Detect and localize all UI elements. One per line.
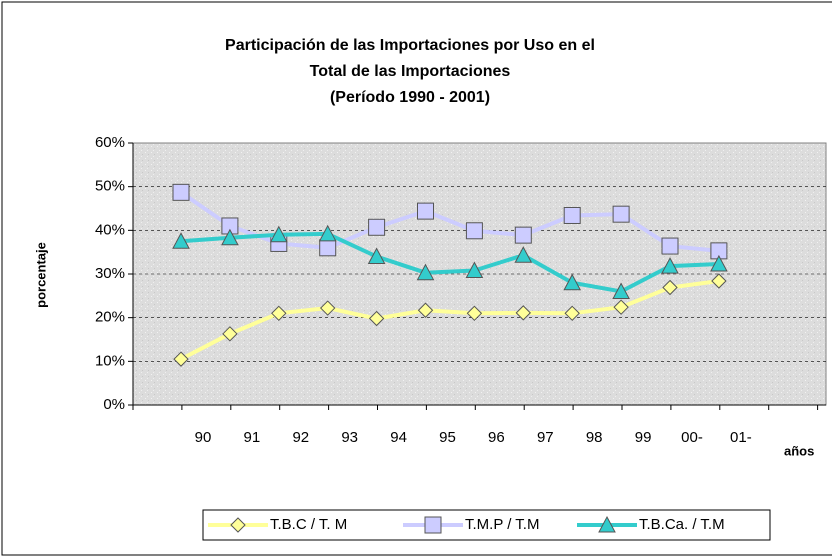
legend-box xyxy=(202,509,771,541)
chart-title: (Período 1990 - 2001) xyxy=(330,89,490,106)
data-point xyxy=(465,261,484,279)
series-line xyxy=(180,231,719,294)
x-tick-label: 92 xyxy=(292,429,309,446)
y-tick-label: 20% xyxy=(95,309,125,326)
x-tick-label: 94 xyxy=(390,429,407,446)
data-point xyxy=(612,205,630,223)
data-point xyxy=(563,273,582,291)
data-point xyxy=(711,273,727,289)
chart-title: Total de las Importaciones xyxy=(310,63,511,80)
data-point xyxy=(368,310,385,327)
data-point xyxy=(173,351,189,367)
data-point xyxy=(465,222,483,240)
data-point xyxy=(367,247,386,265)
y-tick-label: 10% xyxy=(95,352,125,369)
data-point xyxy=(661,257,679,274)
x-axis-title: años xyxy=(784,443,814,458)
x-tick-label: 96 xyxy=(488,429,505,446)
data-point xyxy=(319,239,337,257)
legend-marker xyxy=(230,517,246,533)
x-tick-label: 00- xyxy=(681,429,703,446)
data-point xyxy=(172,232,190,249)
legend-label: T.M.P / T.M xyxy=(465,516,539,533)
x-tick-label: 90 xyxy=(195,429,212,446)
legend-label: T.B.C / T. M xyxy=(270,516,347,533)
data-point xyxy=(466,305,483,322)
data-point xyxy=(271,305,287,322)
data-point xyxy=(613,299,629,315)
data-point xyxy=(318,224,337,242)
data-point xyxy=(710,254,728,272)
data-point xyxy=(661,237,679,255)
data-point xyxy=(319,300,336,316)
x-tick-label: 93 xyxy=(341,429,358,446)
y-tick-label: 60% xyxy=(95,134,125,151)
x-tick-label: 99 xyxy=(635,429,652,446)
data-point xyxy=(222,326,238,342)
y-tick-label: 50% xyxy=(95,178,125,195)
data-point xyxy=(221,228,239,246)
y-tick-label: 0% xyxy=(103,396,125,413)
data-point xyxy=(417,202,434,220)
data-point xyxy=(662,279,678,296)
data-point xyxy=(564,305,580,322)
data-point xyxy=(417,302,434,318)
chart-title: Participación de las Importaciones por U… xyxy=(225,37,595,54)
x-tick-label: 97 xyxy=(537,429,554,446)
data-point xyxy=(172,183,190,201)
legend-label: T.B.Ca. / T.M xyxy=(639,516,725,533)
data-point xyxy=(269,225,288,243)
series-line xyxy=(180,279,720,361)
y-tick-label: 40% xyxy=(95,221,125,238)
data-point xyxy=(368,218,386,236)
data-point xyxy=(515,305,532,321)
y-axis-title: porcentaje xyxy=(33,242,48,308)
y-tick-label: 30% xyxy=(95,265,125,282)
x-tick-label: 98 xyxy=(586,429,603,446)
x-tick-label: 91 xyxy=(244,429,261,446)
data-point xyxy=(563,206,581,224)
data-point xyxy=(612,282,630,299)
legend-marker xyxy=(424,516,442,534)
x-tick-label: 01- xyxy=(730,429,752,446)
data-point xyxy=(416,263,435,281)
data-point xyxy=(514,246,533,263)
x-tick-label: 95 xyxy=(439,429,456,446)
data-point xyxy=(514,226,532,244)
legend-marker xyxy=(598,515,616,533)
